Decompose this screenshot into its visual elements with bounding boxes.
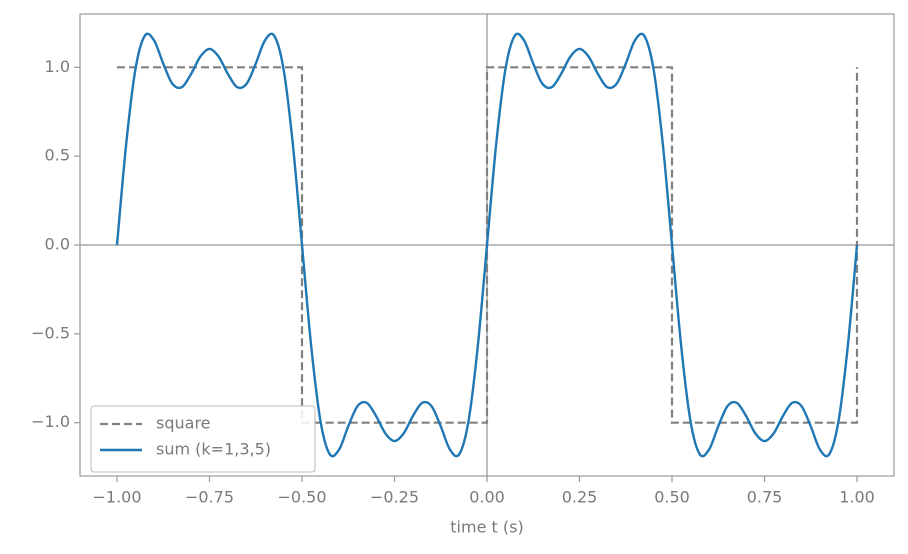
x-tick-label: 0.75 [747,488,783,507]
y-tick-label: −0.5 [31,323,70,342]
legend-label: square [156,414,211,433]
x-tick-label: −0.50 [277,488,326,507]
x-tick-label: 0.00 [469,488,505,507]
y-tick-label: 0.0 [45,235,70,254]
y-tick-label: 0.5 [45,146,70,165]
legend-box [90,405,316,473]
line-series [115,32,859,458]
x-axis-label: time t (s) [450,518,523,537]
x-tick-label: 1.00 [839,488,875,507]
line-series [117,66,859,424]
x-tick-label: 0.25 [562,488,598,507]
plot-frame [79,13,895,477]
y-tick-label: 1.0 [45,57,70,76]
x-tick-label: −0.25 [370,488,419,507]
x-tick-label: −0.75 [185,488,234,507]
y-tick-label: −1.0 [31,412,70,431]
x-tick-label: −1.00 [92,488,141,507]
x-tick-label: 0.50 [654,488,690,507]
legend-label: sum (k=1,3,5) [156,440,271,459]
